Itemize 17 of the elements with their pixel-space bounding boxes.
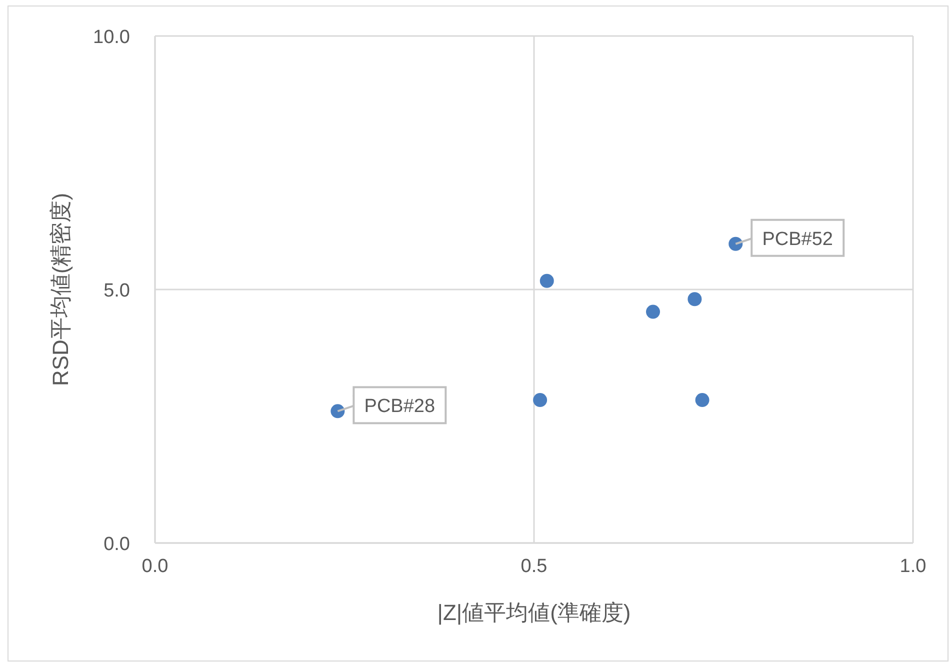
annotation: PCB#52 [762, 228, 834, 250]
point [728, 236, 743, 251]
y-tick-label: 10.0 [93, 27, 130, 48]
point [695, 393, 710, 408]
y-tick-label: 0.0 [104, 534, 130, 555]
y-axis-title: RSD平均値(精密度) [48, 192, 73, 386]
y-tick-label: 5.0 [104, 280, 130, 302]
x-tick-label: 0.5 [520, 556, 548, 577]
point [688, 292, 702, 306]
point [646, 304, 660, 319]
point [540, 274, 554, 288]
point [533, 393, 548, 408]
point [330, 404, 345, 418]
x-tick-label: 0.0 [142, 556, 168, 577]
x-tick-label: 1.0 [900, 556, 926, 577]
x-axis-title: |Z|値平均値(準確度) [437, 600, 631, 625]
annotation: PCB#28 [364, 396, 436, 418]
